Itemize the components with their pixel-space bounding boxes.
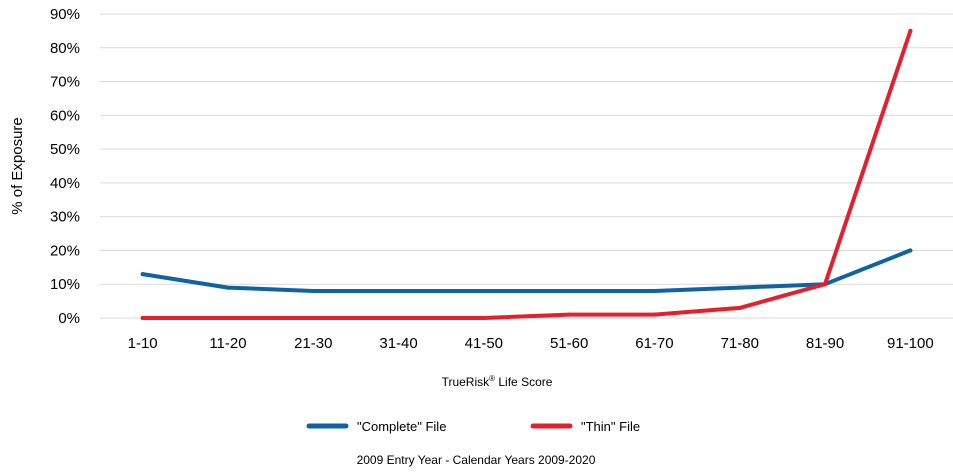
data-point bbox=[225, 316, 230, 320]
x-tick-label: 71-80 bbox=[721, 335, 759, 352]
x-tick-label: 11-20 bbox=[209, 335, 246, 352]
y-tick-label: 70% bbox=[50, 74, 80, 91]
legend: "Complete" File "Thin" File bbox=[306, 419, 640, 434]
x-tick-label: 41-50 bbox=[465, 335, 503, 352]
series-lines bbox=[140, 28, 913, 320]
x-tick-label: 1-10 bbox=[128, 335, 158, 352]
data-point bbox=[567, 312, 572, 317]
y-tick-label: 90% bbox=[50, 6, 80, 23]
y-tick-label: 10% bbox=[50, 276, 80, 293]
x-axis-title-rest: Life Score bbox=[495, 375, 553, 389]
series-line-thin bbox=[140, 28, 913, 320]
y-tick-label: 40% bbox=[50, 175, 80, 192]
legend-label-complete: "Complete" File bbox=[357, 419, 446, 434]
y-tick-label: 50% bbox=[50, 141, 80, 158]
data-point bbox=[737, 285, 742, 290]
data-point bbox=[481, 288, 486, 293]
data-point bbox=[823, 282, 828, 287]
data-point bbox=[737, 305, 742, 310]
y-tick-label: 80% bbox=[50, 40, 80, 57]
y-tick-label: 60% bbox=[50, 107, 80, 124]
x-tick-label: 91-100 bbox=[887, 335, 934, 352]
chart-caption: 2009 Entry Year - Calendar Years 2009-20… bbox=[357, 453, 596, 467]
y-tick-label: 30% bbox=[50, 209, 80, 226]
series-line-complete bbox=[140, 248, 913, 293]
x-tick-label: 21-30 bbox=[294, 335, 332, 352]
y-tick-label: 0% bbox=[58, 310, 80, 327]
y-axis-ticks: 0% 10% 20% 30% 40% 50% 60% 70% 80% 90% bbox=[50, 6, 80, 327]
data-point bbox=[396, 316, 401, 320]
x-tick-label: 51-60 bbox=[550, 335, 588, 352]
y-tick-label: 20% bbox=[50, 242, 80, 259]
data-point bbox=[908, 28, 913, 33]
legend-label-thin: "Thin" File bbox=[581, 419, 640, 434]
y-axis-title: % of Exposure bbox=[9, 117, 26, 215]
data-point bbox=[652, 288, 657, 293]
data-point bbox=[481, 316, 486, 320]
data-point bbox=[396, 288, 401, 293]
data-point bbox=[908, 248, 913, 253]
x-tick-label: 81-90 bbox=[806, 335, 844, 352]
x-tick-label: 31-40 bbox=[379, 335, 417, 352]
data-point bbox=[311, 316, 316, 320]
x-axis-ticks: 1-10 11-20 21-30 31-40 41-50 51-60 61-70 71-80 8… bbox=[128, 335, 934, 352]
x-axis-title: TrueRisk® Life Score bbox=[442, 374, 553, 389]
x-tick-label: 61-70 bbox=[635, 335, 673, 352]
data-point bbox=[140, 316, 145, 320]
data-point bbox=[140, 272, 145, 277]
data-point bbox=[567, 288, 572, 293]
gridlines bbox=[100, 13, 953, 319]
data-point bbox=[225, 285, 230, 290]
x-axis-title-main: TrueRisk bbox=[442, 375, 491, 389]
data-point bbox=[311, 288, 316, 293]
x-axis-title-sup: ® bbox=[489, 374, 495, 383]
data-point bbox=[652, 312, 657, 317]
